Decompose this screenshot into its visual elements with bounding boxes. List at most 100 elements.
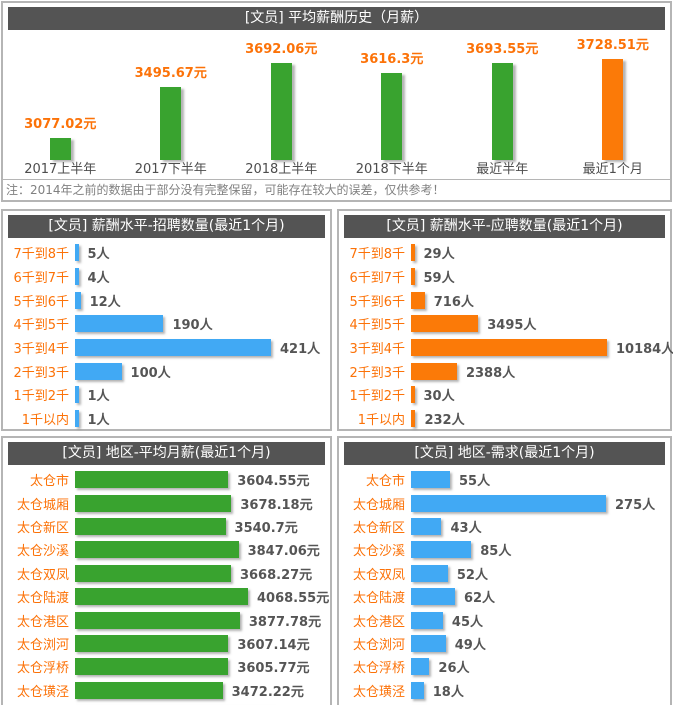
bar [160,87,182,160]
bar [411,410,416,428]
bar [75,291,81,309]
chart-row: 太仓市 55人 [339,468,670,491]
chart-row: 6千到7千 59人 [339,265,670,289]
category-label: 太仓新区 [352,520,405,536]
axis-category-label: 最近1个月 [582,162,643,177]
chart-column: 3077.02元 2017上半年 [5,33,116,180]
category-label: 3千到4千 [13,342,69,358]
chart-column: 3692.06元 2018上半年 [226,33,337,180]
bar [411,611,443,629]
category-label: 太仓浏河 [352,637,405,653]
value-label: 716人 [433,294,474,310]
category-label: 2千到3千 [349,365,405,381]
chart-row: 3千到4千 10184人 [339,336,673,360]
bar [75,410,79,428]
value-label: 5人 [87,247,110,263]
value-label: 3472.22元 [231,684,304,700]
category-label: 太仓浏河 [16,637,69,653]
bar [491,63,513,160]
bar [75,339,271,357]
disclaimer-note: 注：2014年之前的数据由于部分没有完整保留，可能存在较大的误差，仅供参考！ [3,179,670,200]
chart-row: 5千到6千 716人 [339,288,670,312]
bar-value-label: 3616.3元 [360,52,424,67]
panel-salary-level-apply: [文员] 薪酬水平-应聘数量(最近1个月) 7千到8千 29人 6千到7千 59人 5千… [337,209,673,431]
category-label: 太仓双凤 [352,567,405,583]
axis-category-label: 2017下半年 [134,162,207,177]
chart-row: 2千到3千 2388人 [339,359,670,383]
chart-row: 太仓城厢 275人 [339,491,670,514]
category-label: 太仓港区 [352,614,405,630]
value-label: 43人 [450,520,482,536]
chart-column: 3495.67元 2017下半年 [116,33,227,180]
bar-value-label: 3693.55元 [466,42,539,57]
panel-salary-history: [文员] 平均薪酬历史（月薪） 3077.02元 2017上半年 3495.67元 2… [1,1,672,202]
bar [411,268,415,286]
bar [75,315,164,333]
value-label: 3540.7元 [234,520,298,536]
bar [411,658,430,676]
value-label: 29人 [423,247,455,263]
bar [75,541,239,559]
chart-row: 太仓璜泾 3472.22元 [3,679,330,702]
category-label: 4千到5千 [349,318,405,334]
recruit-count-bar-chart: 7千到8千 5人 6千到7千 4人 5千到6千 12人 4千到5千 190人 3千到4千 421人… [3,241,330,431]
category-label: 4千到5千 [13,318,69,334]
value-label: 10184人 [616,342,673,358]
category-label: 太仓城厢 [16,497,69,513]
chart-row: 太仓浮桥 26人 [339,655,670,678]
chart-row: 7千到8千 29人 [339,241,670,265]
category-label: 太仓市 [365,474,405,490]
value-label: 4人 [87,271,110,287]
chart-column: 3616.3元 2018下半年 [337,33,448,180]
chart-row: 4千到5千 190人 [3,312,330,336]
bar [75,494,232,512]
chart-title-apply-count: [文员] 薪酬水平-应聘数量(最近1个月) [344,215,665,238]
bar [75,268,79,286]
category-label: 1千到2千 [349,389,405,405]
bar [411,244,415,262]
region-demand-bar-chart: 太仓市 55人 太仓城厢 275人 太仓新区 43人 太仓沙溪 85人 太仓双凤 52人 太仓陆渡 6… [339,468,670,705]
bar-value-label: 3728.51元 [576,38,649,53]
bar [411,541,472,559]
chart-row: 太仓浏河 49人 [339,632,670,655]
bar [75,634,229,652]
bar [411,362,457,380]
panel-salary-level-recruit: [文员] 薪酬水平-招聘数量(最近1个月) 7千到8千 5人 6千到7千 4人 5千到6… [1,209,332,431]
bar [75,471,229,489]
chart-row: 太仓双凤 3668.27元 [3,562,330,585]
bar [75,517,226,535]
category-label: 太仓璜泾 [352,684,405,700]
value-label: 421人 [280,342,321,358]
chart-row: 太仓浏河 3607.14元 [3,632,330,655]
value-label: 190人 [172,318,213,334]
bar [411,494,606,512]
chart-row: 太仓港区 3877.78元 [3,608,330,631]
bar-value-label: 3495.67元 [134,66,207,81]
chart-title-region-demand: [文员] 地区-需求(最近1个月) [344,442,665,465]
chart-row: 太仓城厢 3678.18元 [3,491,330,514]
bar [75,386,79,404]
chart-row: 1千以内 232人 [339,407,670,431]
category-label: 太仓沙溪 [352,544,405,560]
bar [411,386,415,404]
chart-row: 2千到3千 100人 [3,359,330,383]
axis-category-label: 2018上半年 [245,162,318,177]
chart-row: 6千到7千 4人 [3,265,330,289]
chart-row: 1千到2千 1人 [3,383,330,407]
chart-column: 3693.55元 最近半年 [447,33,558,180]
bar [411,471,450,489]
category-label: 6千到7千 [13,271,69,287]
value-label: 18人 [432,684,464,700]
category-label: 太仓浮桥 [352,661,405,677]
value-label: 3604.55元 [237,474,310,490]
value-label: 85人 [480,544,512,560]
category-label: 7千到8千 [349,247,405,263]
chart-row: 太仓沙溪 85人 [339,538,670,561]
chart-title-region-salary: [文员] 地区-平均月薪(最近1个月) [8,442,325,465]
value-label: 62人 [463,591,496,607]
category-label: 太仓城厢 [352,497,405,513]
value-label: 12人 [89,294,121,310]
bar [411,681,424,699]
salary-history-bar-chart: 3077.02元 2017上半年 3495.67元 2017下半年 3692.06元 20… [3,33,670,180]
value-label: 3668.27元 [239,567,313,583]
